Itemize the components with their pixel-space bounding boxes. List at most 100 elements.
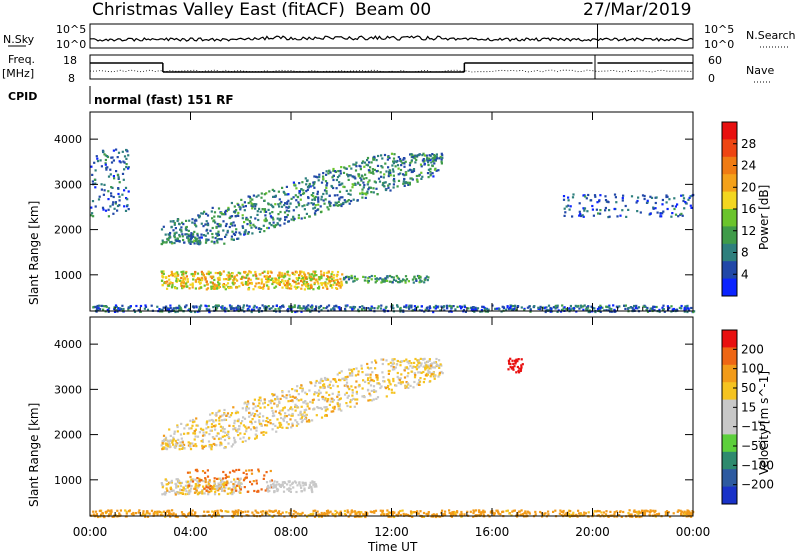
colorbar-tick-label: 15 [741,400,756,414]
data-cell [195,305,198,308]
data-cell [191,442,194,445]
data-cell [363,184,366,187]
data-cell [194,236,197,239]
data-cell [187,237,190,240]
data-cell [431,164,434,168]
data-cell [214,490,217,494]
data-cell [313,198,317,201]
data-cell [311,305,314,308]
data-cell [228,225,231,229]
data-cell [112,195,115,199]
data-cell [245,473,248,476]
data-cell [425,154,428,157]
data-cell [345,402,348,405]
data-cell [184,493,187,496]
data-cell [332,276,335,279]
data-cell [110,186,113,189]
data-cell [630,513,633,516]
data-cell [383,153,387,157]
data-cell [473,310,476,313]
data-cell [362,177,366,180]
data-cell [510,308,513,311]
data-cell [291,271,294,274]
data-cell [349,405,352,408]
data-cell [336,273,339,276]
data-cell [450,305,453,308]
data-cell [315,278,318,281]
data-cell [347,192,350,195]
data-cell [353,405,356,408]
data-cell [326,408,329,411]
data-cell [332,410,335,413]
data-cell [243,486,246,489]
data-cell [283,222,286,225]
data-cell [367,307,370,310]
data-cell [404,275,408,278]
data-cell [201,490,204,493]
data-cell [253,415,256,418]
data-cell [248,309,251,312]
data-cell [355,165,358,168]
data-cell [223,434,226,438]
data-cell [369,394,372,397]
data-cell [194,435,197,438]
data-cell [92,510,95,513]
data-cell [376,164,380,167]
data-cell [382,358,385,361]
data-cell [189,490,192,493]
data-cell [163,439,166,442]
data-cell [206,283,209,286]
data-cell [270,203,273,206]
data-cell [292,181,295,184]
data-cell [511,366,515,370]
data-cell [238,485,241,488]
data-cell [255,203,258,206]
data-cell [213,437,216,440]
data-cell [305,305,308,308]
data-cell [509,306,512,309]
data-cell [270,216,273,219]
data-cell [311,419,314,422]
data-cell [296,421,299,424]
data-cell [200,286,203,289]
data-cell [265,192,268,195]
data-cell [211,510,214,513]
data-cell [665,201,668,204]
data-cell [324,513,327,516]
data-cell [528,511,531,514]
x-tick-label: 16:00 [475,525,510,539]
data-cell [293,273,296,276]
data-cell [295,398,298,401]
data-cell [627,208,630,211]
data-cell [307,196,310,199]
data-cell [662,308,665,311]
data-cell [303,280,306,283]
data-cell [251,511,254,514]
data-cell [169,231,172,235]
data-cell [612,304,615,307]
data-cell [317,196,320,199]
data-cell [593,307,596,310]
data-cell [349,174,352,177]
data-cell [295,390,298,393]
data-cell [299,417,302,420]
data-cell [252,288,255,291]
data-cell [426,513,430,516]
data-cell [554,509,557,512]
data-cell [111,515,114,518]
data-cell [189,445,192,448]
data-cell [554,304,557,307]
data-cell [460,510,463,514]
data-cell [441,509,444,512]
data-cell [200,212,203,215]
data-cell [321,397,324,401]
data-cell [221,515,224,519]
data-cell [278,401,281,405]
data-cell [161,284,164,287]
data-cell [221,414,224,417]
data-cell [320,273,323,276]
data-cell [381,280,384,283]
data-cell [366,378,370,382]
data-cell [224,213,227,216]
data-cell [231,224,234,227]
